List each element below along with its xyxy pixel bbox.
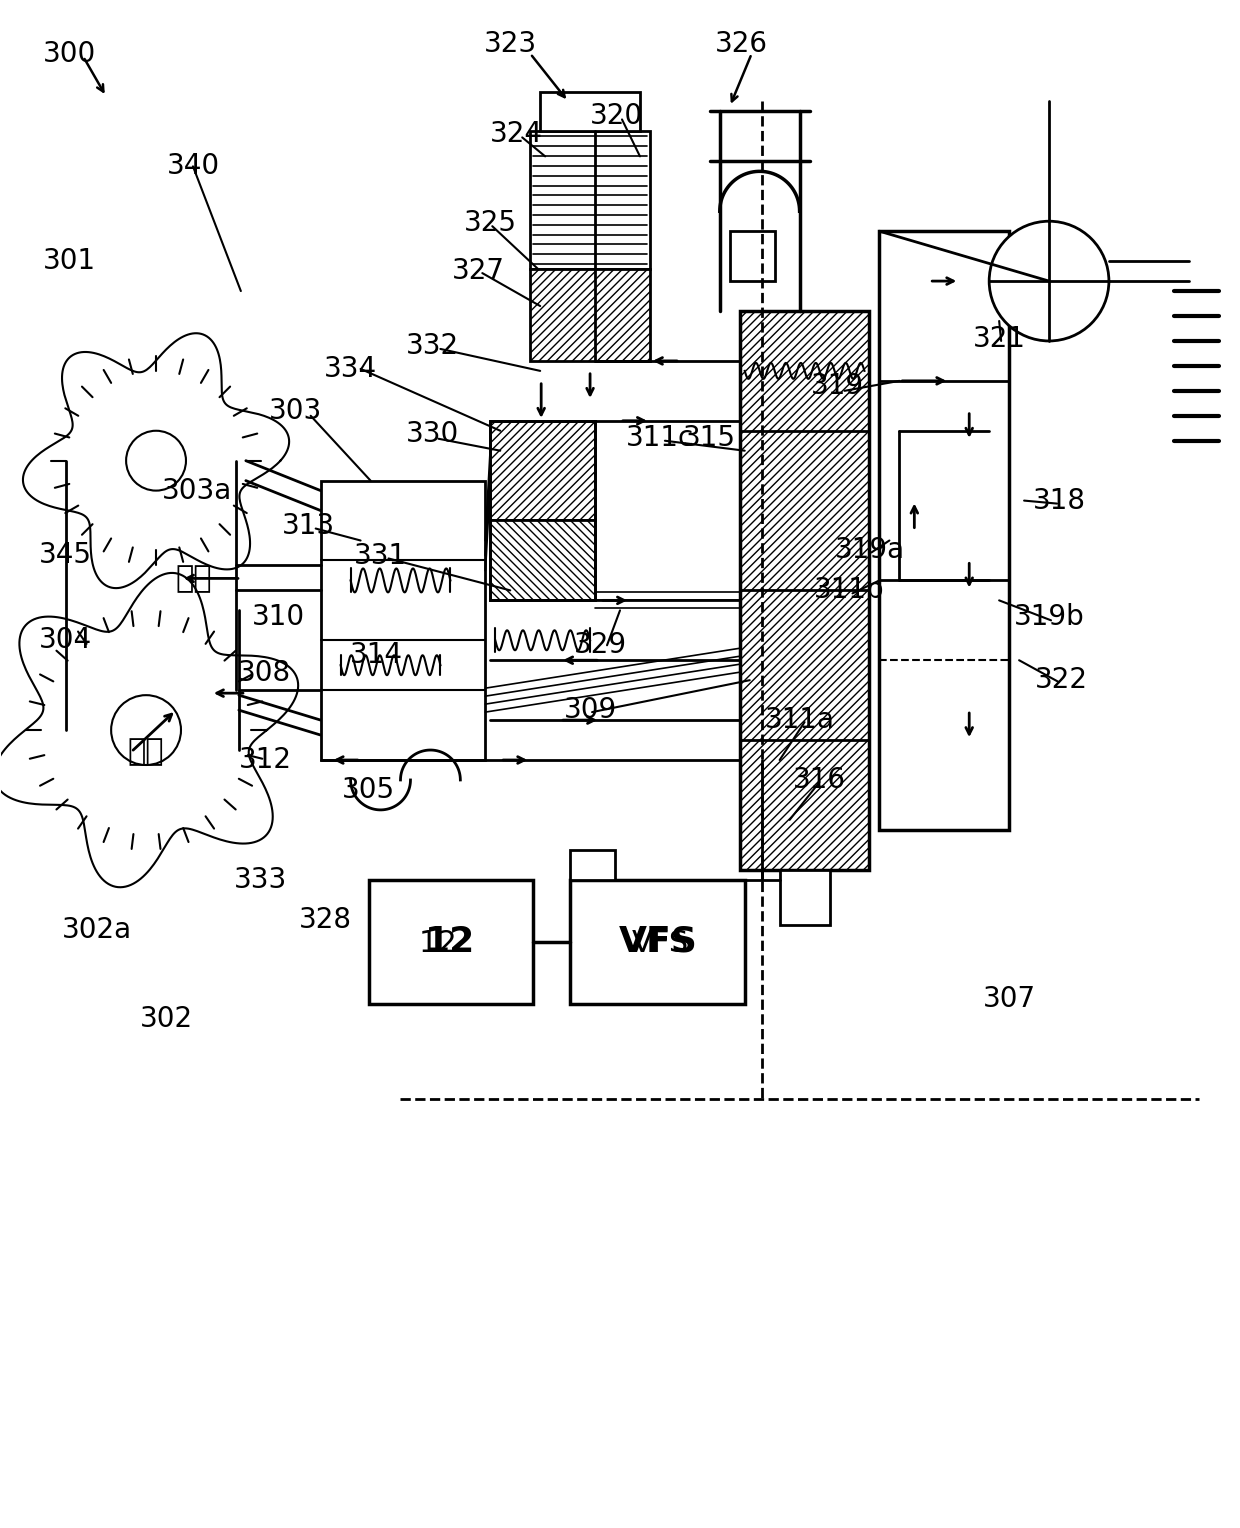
- Text: 12: 12: [419, 929, 458, 958]
- Bar: [321, 481, 485, 759]
- Text: 345: 345: [38, 541, 92, 570]
- Text: 301: 301: [42, 248, 95, 275]
- Text: 315: 315: [683, 423, 737, 452]
- Text: 311b: 311b: [815, 576, 885, 605]
- Text: 302a: 302a: [62, 915, 133, 944]
- Text: 304: 304: [38, 626, 92, 654]
- Text: 325: 325: [464, 209, 517, 237]
- Bar: [730, 231, 775, 281]
- Text: 318: 318: [1033, 486, 1085, 515]
- Bar: [780, 869, 830, 924]
- Text: 303: 303: [269, 397, 322, 425]
- Bar: [570, 850, 615, 880]
- Text: 330: 330: [405, 420, 459, 448]
- Text: 309: 309: [563, 697, 616, 724]
- Text: 310: 310: [252, 604, 305, 631]
- Bar: [490, 520, 595, 601]
- Text: 308: 308: [238, 659, 291, 688]
- Bar: [531, 131, 650, 269]
- Bar: [490, 420, 595, 520]
- Text: 307: 307: [982, 986, 1035, 1013]
- Text: 334: 334: [324, 354, 377, 384]
- Text: 323: 323: [484, 29, 537, 58]
- Text: 321: 321: [972, 325, 1025, 353]
- Bar: [368, 880, 533, 1004]
- Text: 319b: 319b: [1013, 604, 1085, 631]
- Bar: [570, 880, 745, 1004]
- Text: 326: 326: [715, 29, 769, 58]
- Text: 324: 324: [490, 121, 543, 148]
- Text: 311a: 311a: [765, 706, 835, 733]
- Text: 327: 327: [451, 257, 505, 286]
- Text: 333: 333: [234, 866, 288, 894]
- Text: 311c: 311c: [626, 423, 694, 452]
- Text: 316: 316: [794, 766, 846, 795]
- Bar: [541, 92, 640, 131]
- Bar: [740, 312, 869, 869]
- Text: 12: 12: [425, 924, 475, 958]
- Text: 312: 312: [239, 746, 293, 775]
- Text: VFS: VFS: [631, 929, 688, 958]
- Text: 332: 332: [405, 332, 459, 361]
- Text: 329: 329: [573, 631, 626, 659]
- Text: VFS: VFS: [619, 924, 697, 958]
- Text: 303a: 303a: [162, 477, 232, 504]
- Text: 延迟: 延迟: [176, 564, 212, 593]
- Text: 300: 300: [42, 40, 95, 67]
- Circle shape: [990, 222, 1109, 341]
- Text: 320: 320: [589, 102, 642, 130]
- Text: 340: 340: [166, 153, 219, 180]
- Text: 319: 319: [811, 371, 864, 400]
- Text: 319a: 319a: [835, 536, 904, 564]
- Text: 302: 302: [139, 1005, 192, 1033]
- Circle shape: [112, 695, 181, 766]
- Bar: [490, 420, 595, 601]
- Bar: [879, 231, 1009, 830]
- Text: 328: 328: [299, 906, 352, 934]
- Text: 提前: 提前: [128, 738, 165, 767]
- Text: 305: 305: [342, 776, 396, 804]
- Circle shape: [126, 431, 186, 490]
- Bar: [531, 269, 650, 361]
- Text: 313: 313: [283, 512, 335, 539]
- Text: 331: 331: [353, 542, 407, 570]
- Text: 314: 314: [350, 642, 403, 669]
- Text: 322: 322: [1034, 666, 1087, 694]
